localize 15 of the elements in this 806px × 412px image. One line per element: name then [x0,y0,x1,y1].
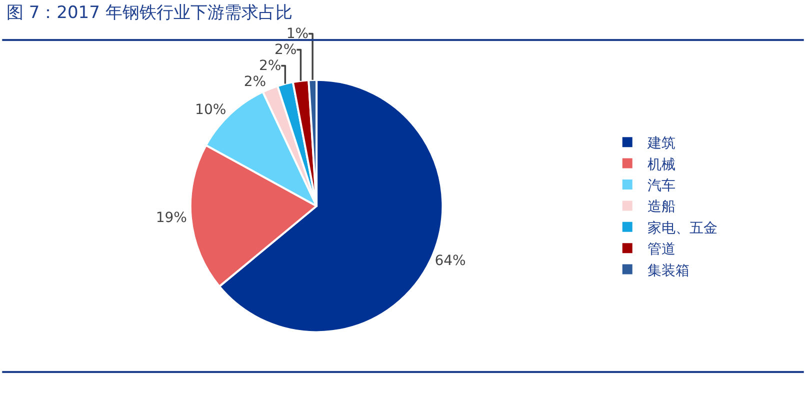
legend-label: 建筑 [646,136,676,152]
data-label: 2% [258,58,282,74]
legend-label: 集装箱 [647,262,690,279]
data-label: 19% [156,210,187,226]
data-label: 1% [286,26,309,42]
chart-title: 图 7：2017 年钢铁行业下游需求占比 [6,3,292,24]
data-label: 2% [244,74,266,90]
data-label: 64% [434,253,466,270]
legend-label: 管道 [647,242,676,258]
data-label: 10% [195,102,226,118]
legend-label: 造船 [647,199,676,216]
legend-label: 家电、五金 [647,220,718,236]
legend-label: 机械 [647,156,676,173]
legend-label: 汽车 [647,178,676,194]
data-label: 2% [274,42,297,58]
